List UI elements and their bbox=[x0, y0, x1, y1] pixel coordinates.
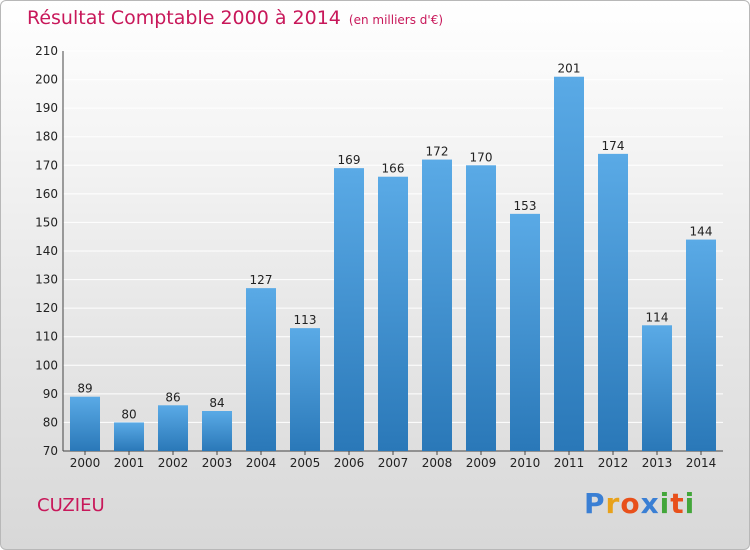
y-tick-label: 120 bbox=[35, 301, 58, 315]
bar-2012 bbox=[598, 153, 628, 451]
proxiti-logo[interactable]: Proxiti bbox=[584, 487, 695, 520]
bar-2006 bbox=[334, 168, 364, 451]
y-tick-label: 190 bbox=[35, 101, 58, 115]
bar-2003 bbox=[202, 411, 232, 451]
y-tick-label: 80 bbox=[43, 415, 58, 429]
x-tick-label-2009: 2009 bbox=[466, 456, 497, 470]
y-tick-label: 100 bbox=[35, 358, 58, 372]
y-tick-label: 110 bbox=[35, 330, 58, 344]
labels: 7080901001101201301401501601701801902002… bbox=[35, 44, 716, 470]
data-label-2014: 144 bbox=[690, 225, 713, 239]
bar-2008 bbox=[422, 159, 452, 452]
bar-2011 bbox=[554, 76, 584, 451]
x-tick-label-2000: 2000 bbox=[70, 456, 101, 470]
y-tick-label: 70 bbox=[43, 444, 58, 458]
logo-letter: P bbox=[584, 487, 606, 520]
bar-2000 bbox=[70, 396, 100, 451]
data-label-2006: 169 bbox=[338, 153, 361, 167]
x-tick-label-2003: 2003 bbox=[202, 456, 233, 470]
chart-subtitle: (en milliers d'€) bbox=[348, 13, 444, 27]
x-tick-label-2007: 2007 bbox=[378, 456, 409, 470]
data-label-2010: 153 bbox=[514, 199, 537, 213]
data-label-2011: 201 bbox=[558, 62, 581, 76]
y-tick-label: 200 bbox=[35, 73, 58, 87]
y-tick-label: 160 bbox=[35, 187, 58, 201]
x-tick-label-2012: 2012 bbox=[598, 456, 629, 470]
logo-letter: o bbox=[620, 487, 641, 520]
y-tick-label: 150 bbox=[35, 215, 58, 229]
x-tick-label-2013: 2013 bbox=[642, 456, 673, 470]
y-tick-label: 130 bbox=[35, 273, 58, 287]
logo-letter: r bbox=[605, 487, 621, 520]
bar-2007 bbox=[378, 176, 408, 451]
y-tick-label: 170 bbox=[35, 158, 58, 172]
x-tick-label-2004: 2004 bbox=[246, 456, 277, 470]
data-label-2003: 84 bbox=[209, 396, 224, 410]
x-tick-label-2005: 2005 bbox=[290, 456, 321, 470]
x-tick-label-2008: 2008 bbox=[422, 456, 453, 470]
data-label-2008: 172 bbox=[426, 145, 449, 159]
logo-letter: i bbox=[684, 487, 696, 520]
bar-2005 bbox=[290, 328, 320, 451]
data-label-2002: 86 bbox=[165, 390, 180, 404]
city-name: CUZIEU bbox=[37, 495, 105, 516]
data-label-2000: 89 bbox=[77, 382, 92, 396]
chart-title: Résultat Comptable 2000 à 2014 (en millie… bbox=[27, 7, 443, 29]
bar-2014 bbox=[686, 239, 716, 451]
logo-letter: i bbox=[659, 487, 671, 520]
x-tick-label-2001: 2001 bbox=[114, 456, 145, 470]
y-tick-label: 140 bbox=[35, 244, 58, 258]
data-label-2004: 127 bbox=[250, 273, 273, 287]
data-label-2005: 113 bbox=[294, 313, 317, 327]
x-tick-label-2010: 2010 bbox=[510, 456, 541, 470]
data-label-2013: 114 bbox=[646, 310, 669, 324]
x-tick-label-2006: 2006 bbox=[334, 456, 365, 470]
y-tick-label: 90 bbox=[43, 387, 58, 401]
bar-2013 bbox=[642, 325, 672, 451]
x-tick-label-2014: 2014 bbox=[686, 456, 717, 470]
data-label-2007: 166 bbox=[382, 162, 405, 176]
y-tick-label: 180 bbox=[35, 130, 58, 144]
data-label-2001: 80 bbox=[121, 407, 136, 421]
x-tick-label-2011: 2011 bbox=[554, 456, 585, 470]
bars bbox=[70, 76, 716, 452]
bar-2009 bbox=[466, 165, 496, 452]
title-text: Résultat Comptable 2000 à 2014 bbox=[27, 7, 341, 29]
data-label-2012: 174 bbox=[602, 139, 625, 153]
data-label-2009: 170 bbox=[470, 150, 493, 164]
bar-2010 bbox=[510, 213, 540, 451]
x-tick-label-2002: 2002 bbox=[158, 456, 189, 470]
bar-2002 bbox=[158, 405, 188, 451]
logo-letter: x bbox=[640, 487, 660, 520]
logo-letter: t bbox=[670, 487, 685, 520]
bar-2004 bbox=[246, 288, 276, 451]
bar-2001 bbox=[114, 422, 144, 451]
y-tick-label: 210 bbox=[35, 44, 58, 58]
